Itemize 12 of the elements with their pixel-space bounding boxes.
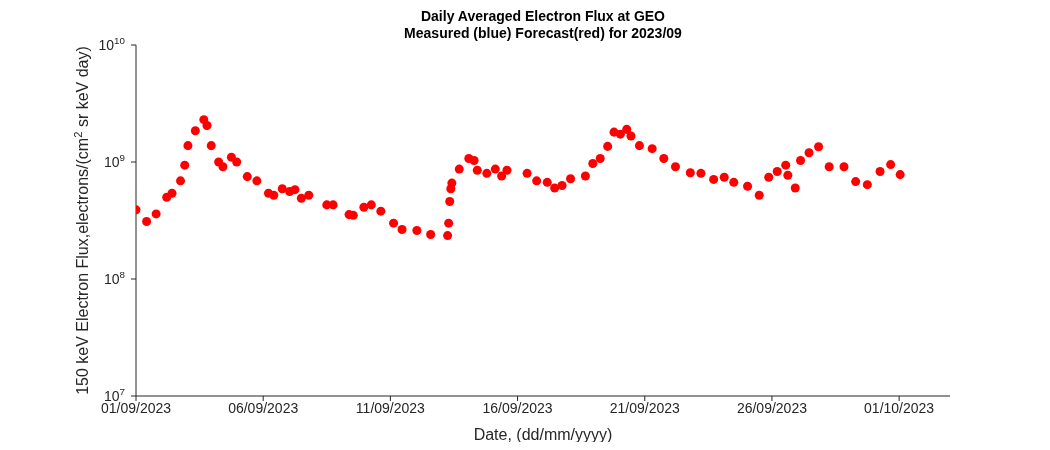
x-tick-label: 16/09/2023 [482,399,553,416]
chart-title: Daily Averaged Electron Flux at GEO [419,8,666,25]
y-tick-label: 10$^{7}$ [103,386,125,404]
x-tick-label: 26/09/2023 [736,399,808,416]
x-tick-label: 21/09/2023 [609,399,680,416]
x-tick-label: 01/10/2023 [864,399,935,416]
x-tick-label: 06/09/2023 [228,399,299,416]
y-tick-label: 10$^{8}$ [103,269,126,287]
y-tick-label: 10$^{9}$ [103,152,125,170]
y-tick-label: 10$^{10}$ [98,35,126,53]
chart-subtitle: Measured (blue) Forecast(red) for 2023/09 [403,25,683,42]
x-tick-label: 11/09/2023 [355,399,426,416]
